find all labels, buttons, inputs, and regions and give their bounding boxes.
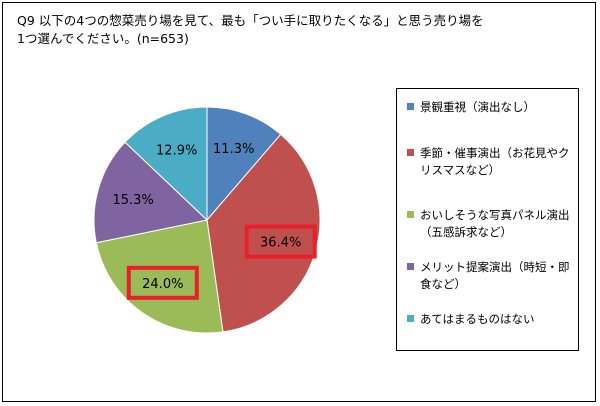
highlight-box-3	[126, 265, 199, 300]
slice-value-label-1: 11.3%	[213, 142, 254, 157]
legend-item-5: あてはまるものはない	[407, 311, 575, 328]
slice-value-label-4: 15.3%	[112, 193, 153, 208]
slice-value-label-2: 36.4%	[260, 236, 301, 251]
legend-label-5: あてはまるものはない	[420, 312, 535, 326]
pie-slice-3	[95, 219, 224, 334]
legend-item-1: 景観重視（演出なし）	[407, 99, 575, 116]
legend: 景観重視（演出なし） 季節・催事演出（お花見やクリスマスなど） おいしそうな写真パネ…	[396, 88, 579, 351]
legend-label-3: おいしそうな写真パネル演出（五感訴求など）	[420, 208, 570, 239]
legend-item-2: 季節・催事演出（お花見やクリスマスなど）	[407, 145, 575, 179]
legend-swatch-5	[407, 315, 414, 322]
legend-swatch-1	[407, 103, 414, 110]
slice-value-label-3: 24.0%	[142, 277, 183, 292]
legend-swatch-4	[407, 263, 414, 270]
legend-item-4: メリット提案演出（時短・即食など）	[407, 259, 575, 293]
legend-label-2: 季節・催事演出（お花見やクリスマスなど）	[420, 146, 570, 177]
pie-slice-4	[93, 141, 209, 244]
highlight-box-2	[244, 224, 317, 259]
pie-slice-1	[206, 106, 282, 222]
slice-value-label-5: 12.9%	[156, 143, 197, 158]
chart-title: Q9 以下の4つの惣菜売り場を見て、最も「つい手に取りたくなる」と思う売り場を …	[17, 13, 484, 46]
pie-slice-5	[124, 106, 208, 222]
legend-label-4: メリット提案演出（時短・即食など）	[420, 260, 570, 291]
legend-swatch-2	[407, 149, 414, 156]
legend-swatch-3	[407, 211, 414, 218]
legend-item-3: おいしそうな写真パネル演出（五感訴求など）	[407, 207, 575, 241]
legend-label-1: 景観重視（演出なし）	[420, 100, 535, 114]
